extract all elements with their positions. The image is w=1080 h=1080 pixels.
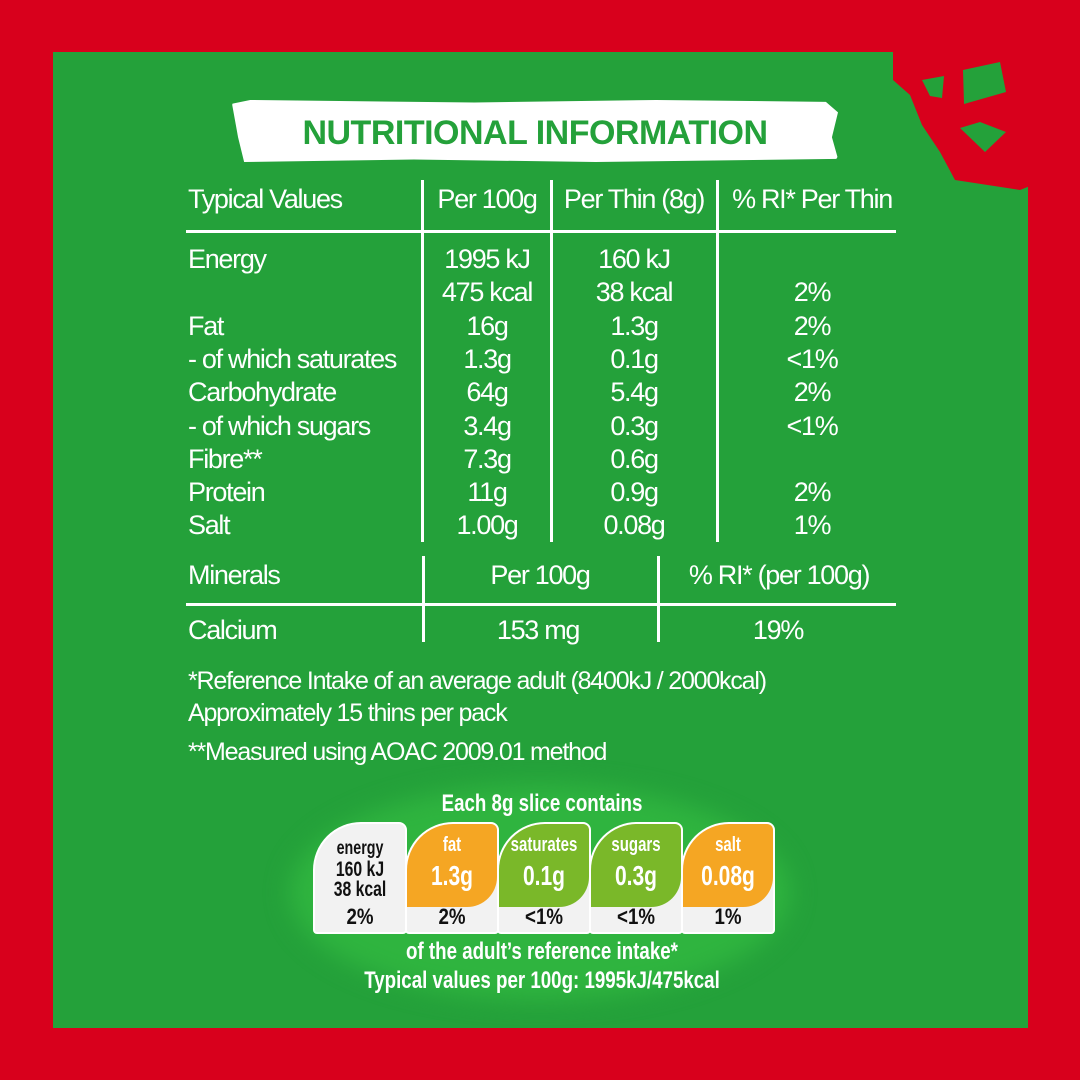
gda-label: salt xyxy=(715,834,741,856)
row-label: Fat xyxy=(188,310,224,341)
header-ri-per-thin: % RI* Per Thin xyxy=(732,184,893,214)
divider xyxy=(421,180,424,542)
calcium-ri: 19% xyxy=(752,615,804,645)
gda-energy-kj: 160 kJ xyxy=(335,858,385,881)
gda-level-fill xyxy=(499,824,589,907)
gda-footer-typical: Typical values per 100g: 1995kJ/475kcal xyxy=(364,967,720,994)
row-label: - of which saturates xyxy=(188,343,397,374)
row-per100: 16g xyxy=(466,310,508,341)
row-perthin: 160 kJ xyxy=(598,244,671,274)
row-ri: <1% xyxy=(786,343,839,374)
gda-fat: fat 1.3g 2% xyxy=(405,822,499,934)
row-perthin: 38 kcal xyxy=(595,277,674,308)
row-ri: 2% xyxy=(793,377,832,408)
footnote-reference-intake: *Reference Intake of an average adult (8… xyxy=(188,667,767,695)
minerals-header: Minerals xyxy=(188,560,281,590)
row-label: Salt xyxy=(188,510,231,541)
row-per100: 64g xyxy=(466,377,508,408)
gda-energy-kcal: 38 kcal xyxy=(333,878,387,901)
gda-label: fat xyxy=(442,834,462,856)
gda-energy: energy 160 kJ 38 kcal 2% xyxy=(313,822,407,934)
gda-level-fill xyxy=(591,824,681,907)
row-perthin: 0.3g xyxy=(610,410,659,441)
calcium-label: Calcium xyxy=(188,615,278,645)
row-per100: 1995 kJ xyxy=(444,244,531,274)
minerals-header-ri: % RI* (per 100g) xyxy=(688,560,871,590)
gda-value: 0.3g xyxy=(614,860,658,891)
gda-pct: <1% xyxy=(617,904,655,929)
row-per100: 7.3g xyxy=(463,443,512,474)
gda-energy-label: energy xyxy=(336,838,384,859)
gda-sugars: sugars 0.3g <1% xyxy=(589,822,683,934)
row-ri: 2% xyxy=(793,277,832,308)
page-title: NUTRITIONAL INFORMATION xyxy=(302,114,768,152)
footnote-aoac-method: **Measured using AOAC 2009.01 method xyxy=(188,738,607,766)
gda-value: 0.08g xyxy=(701,860,755,891)
row-perthin: 1.3g xyxy=(610,310,659,341)
header-per-100g: Per 100g xyxy=(437,184,537,214)
row-per100: 475 kcal xyxy=(441,277,533,308)
gda-value: 1.3g xyxy=(430,860,474,891)
gda-pct: <1% xyxy=(525,904,563,929)
footnote-thins-per-pack: Approximately 15 thins per pack xyxy=(188,699,508,727)
row-per100: 1.3g xyxy=(463,343,512,374)
row-label: Carbohydrate xyxy=(188,377,337,408)
divider xyxy=(550,180,553,542)
gda-heading: Each 8g slice contains xyxy=(441,790,643,817)
gda-salt: salt 0.08g 1% xyxy=(681,822,775,934)
gda-level-fill xyxy=(407,824,497,907)
calcium-per-100g: 153 mg xyxy=(496,615,581,645)
minerals-header-per-100g: Per 100g xyxy=(490,560,590,590)
row-ri: 2% xyxy=(793,477,832,508)
gda-energy-pct: 2% xyxy=(346,904,374,929)
gda-pct: 2% xyxy=(438,904,466,929)
row-perthin: 0.6g xyxy=(610,443,659,474)
divider xyxy=(186,603,896,606)
gda-footer-ri: of the adult’s reference intake* xyxy=(406,938,678,965)
gda-value: 0.1g xyxy=(522,860,566,891)
row-ri: 2% xyxy=(793,310,832,341)
title-banner: NUTRITIONAL INFORMATION xyxy=(232,100,838,162)
row-label: Fibre** xyxy=(188,443,263,474)
row-per100: 3.4g xyxy=(463,410,512,441)
divider xyxy=(422,556,425,642)
row-perthin: 5.4g xyxy=(610,377,659,408)
row-perthin: 0.1g xyxy=(610,343,659,374)
row-per100: 11g xyxy=(467,477,507,508)
gda-pct: 1% xyxy=(714,904,742,929)
row-ri: 1% xyxy=(793,510,832,541)
gda-level-fill xyxy=(683,824,773,907)
row-label: Energy xyxy=(188,244,267,274)
gda-label: sugars xyxy=(611,834,661,856)
header-typical-values: Typical Values xyxy=(188,184,343,214)
row-perthin: 0.9g xyxy=(610,477,659,508)
header-per-thin: Per Thin (8g) xyxy=(563,184,705,214)
row-per100: 1.00g xyxy=(456,510,518,541)
divider xyxy=(716,180,719,542)
row-label: Protein xyxy=(188,477,266,508)
row-perthin: 0.08g xyxy=(603,510,665,541)
row-ri: <1% xyxy=(786,410,839,441)
gda-label: saturates xyxy=(510,834,578,856)
row-label: - of which sugars xyxy=(188,410,371,441)
gda-saturates: saturates 0.1g <1% xyxy=(497,822,591,934)
divider xyxy=(657,556,660,642)
divider xyxy=(186,230,896,233)
